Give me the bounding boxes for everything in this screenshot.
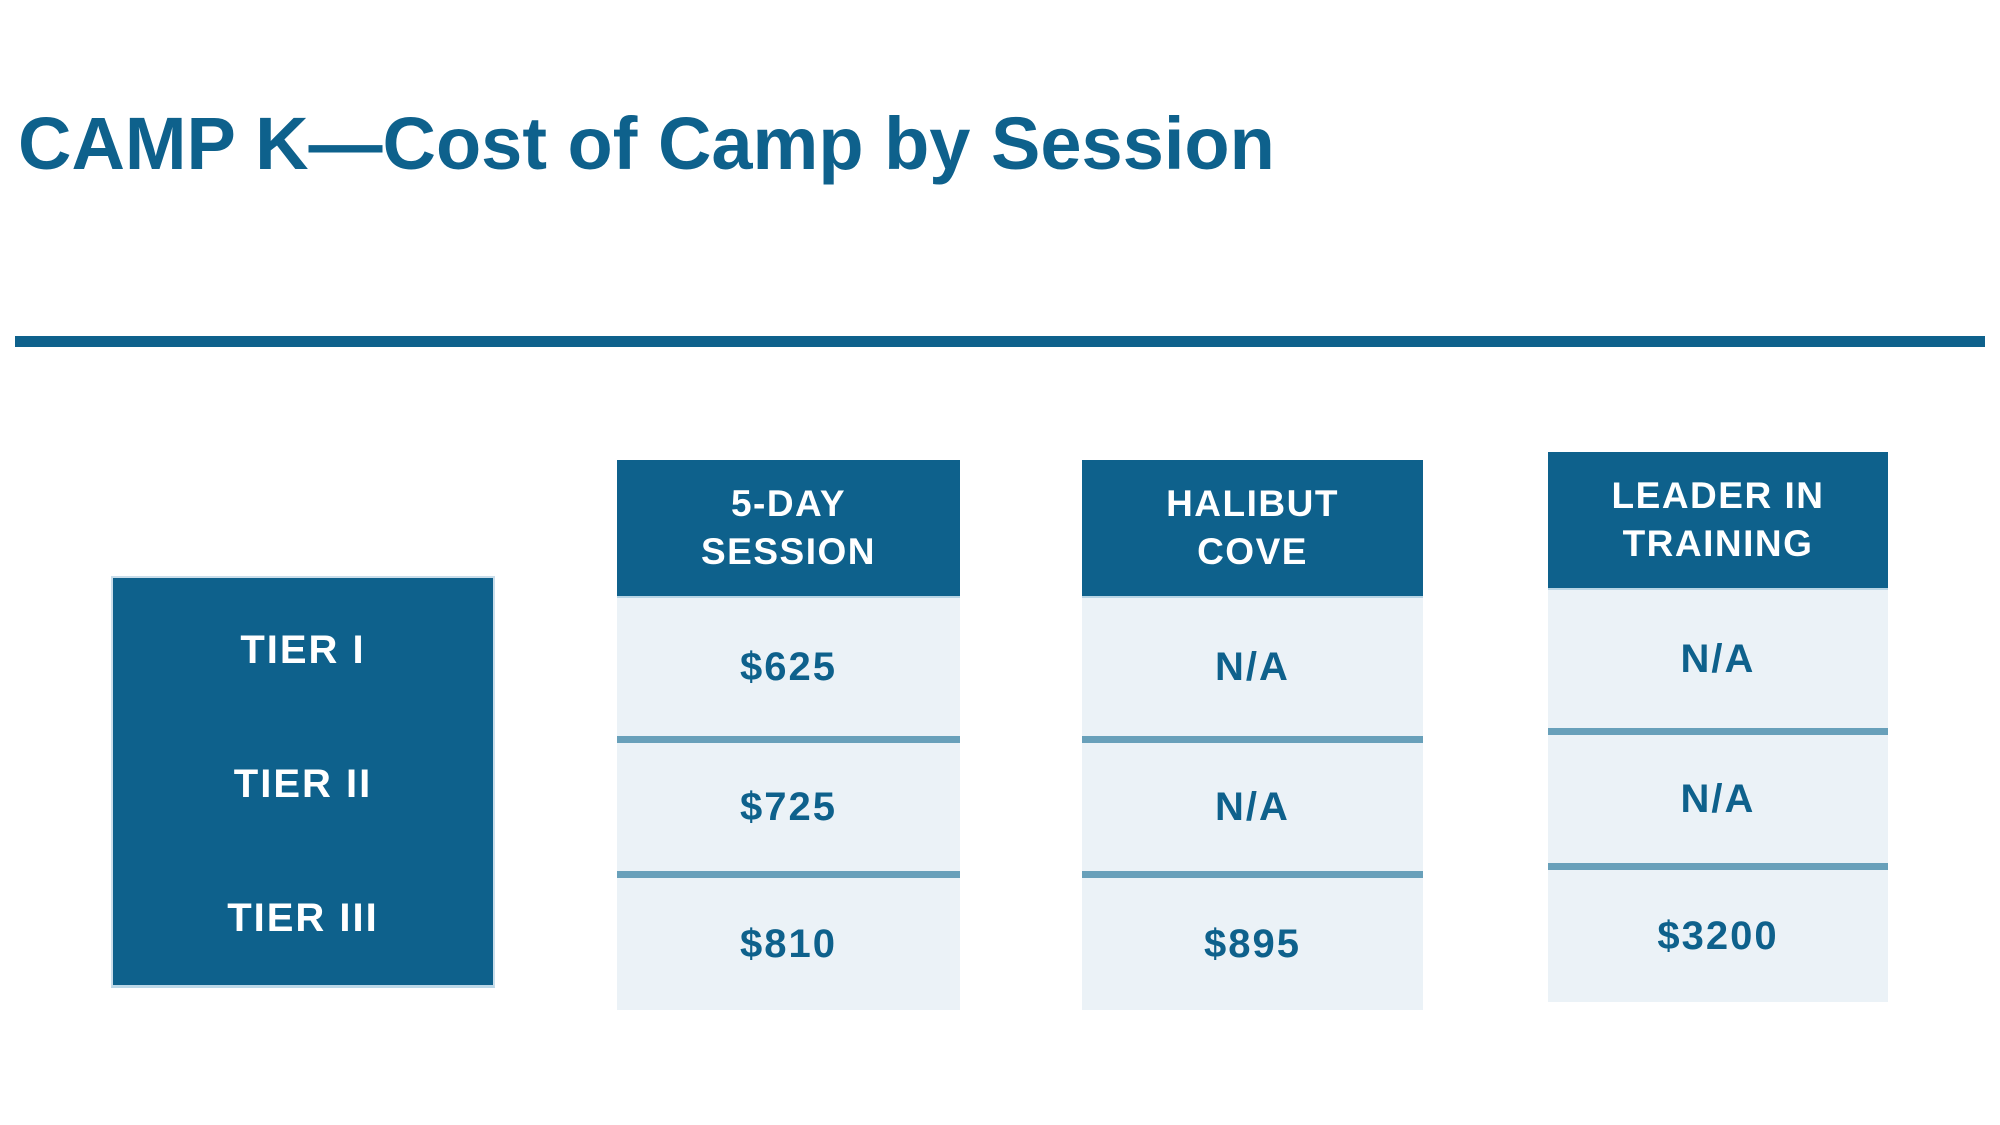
tier-label-2: TIER II [233, 762, 373, 806]
price-cell: N/A [1548, 735, 1888, 863]
price-column-5-day-session: 5-DAY SESSION $625 $725 $810 [617, 460, 960, 1010]
tier-label-3: TIER III [227, 895, 379, 940]
column-header: LEADER IN TRAINING [1548, 452, 1888, 590]
price-cell: $625 [617, 598, 960, 736]
row-divider [1548, 863, 1888, 870]
row-divider [1082, 736, 1423, 743]
column-header-line: 5-DAY [730, 483, 847, 524]
row-divider [617, 871, 960, 878]
column-header-line: LEADER IN [1611, 475, 1825, 516]
column-header: HALIBUT COVE [1082, 460, 1423, 598]
price-cell: $725 [617, 743, 960, 871]
tier-row: TIER III [113, 851, 493, 985]
price-cell: $895 [1082, 878, 1423, 1010]
price-cell: N/A [1548, 590, 1888, 728]
column-header-line: COVE [1197, 531, 1308, 572]
tier-row: TIER I [113, 584, 493, 718]
tier-row: TIER II [113, 718, 493, 852]
column-header-line: TRAINING [1622, 523, 1814, 564]
price-cell: $3200 [1548, 870, 1888, 1002]
row-divider [617, 736, 960, 743]
tier-label-1: TIER I [240, 628, 366, 673]
price-cell: $810 [617, 878, 960, 1010]
page-title: CAMP K—Cost of Camp by Session [18, 102, 1275, 185]
column-header-line: HALIBUT [1166, 483, 1339, 524]
price-column-leader-in-training: LEADER IN TRAINING N/A N/A $3200 [1548, 452, 1888, 1002]
title-underline-rule [15, 336, 1985, 347]
column-header-line: SESSION [701, 531, 876, 572]
row-divider [1548, 728, 1888, 735]
price-column-halibut-cove: HALIBUT COVE N/A N/A $895 [1082, 460, 1423, 1010]
tier-header-box: TIER I TIER II TIER III [111, 576, 495, 988]
column-header: 5-DAY SESSION [617, 460, 960, 598]
row-divider [1082, 871, 1423, 878]
price-cell: N/A [1082, 598, 1423, 736]
price-cell: N/A [1082, 743, 1423, 871]
